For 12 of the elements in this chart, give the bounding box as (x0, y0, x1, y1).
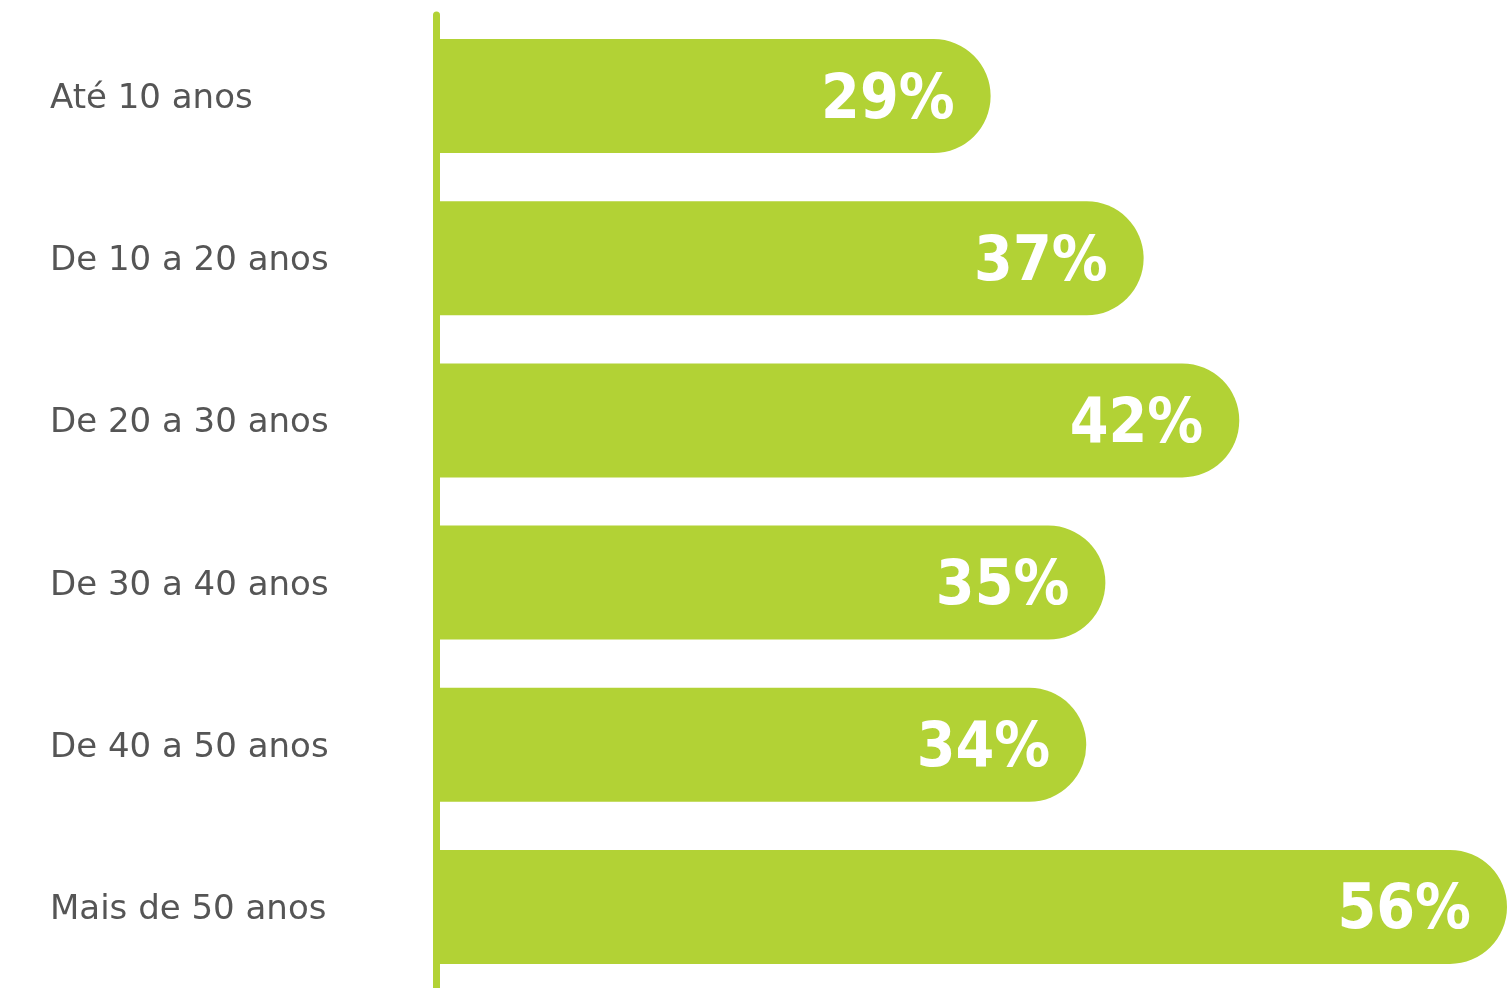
y-tick-label: De 30 a 40 anos (50, 562, 329, 603)
data-label: 35% (935, 546, 1070, 620)
y-tick-label: De 40 a 50 anos (50, 724, 329, 765)
data-label: 34% (916, 708, 1051, 782)
y-tick-label: Mais de 50 anos (50, 886, 327, 927)
y-tick-label: De 10 a 20 anos (50, 238, 329, 279)
y-tick-label: De 20 a 30 anos (50, 400, 329, 441)
y-tick-label: Até 10 anos (50, 76, 253, 117)
data-label: 42% (1069, 383, 1204, 457)
data-label: 29% (821, 59, 955, 133)
data-label: 37% (974, 221, 1108, 295)
data-label: 56% (1337, 870, 1471, 944)
